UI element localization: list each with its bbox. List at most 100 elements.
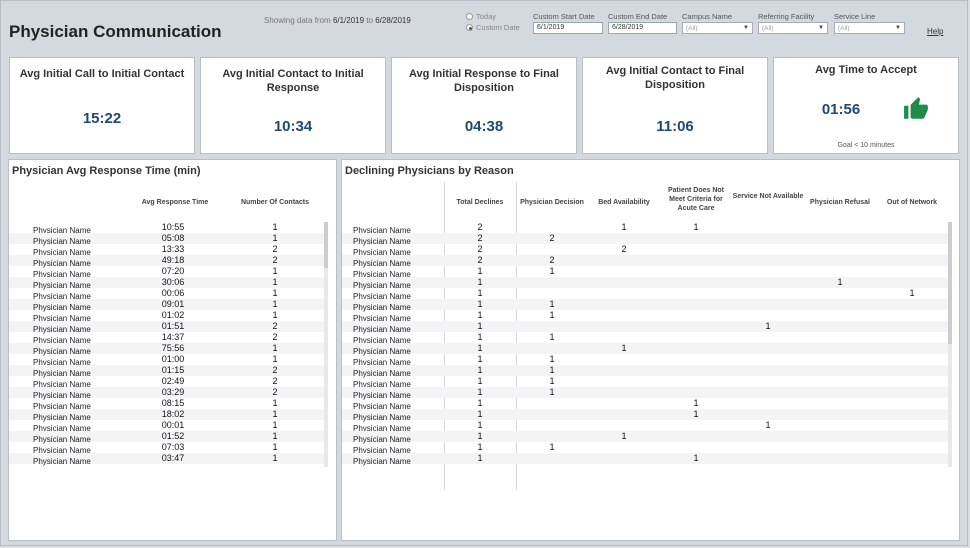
referring-select[interactable]: (All) ▼ (758, 22, 828, 34)
decline-cell: 1 (477, 387, 483, 397)
table-row[interactable]: Physician Name 01:02 1 (9, 310, 326, 323)
response-time-cell: 07:20 (161, 266, 185, 276)
start-date-label: Custom Start Date (533, 12, 595, 21)
response-time-cell: 13:33 (161, 244, 185, 254)
table-row[interactable]: Physician Name 2 2 (342, 244, 950, 257)
radio-custom-date[interactable]: Custom Date (466, 23, 520, 32)
physician-name: Physician Name (353, 424, 411, 433)
start-date-input[interactable]: 6/1/2019 (533, 22, 603, 34)
contacts-cell: 2 (272, 244, 278, 254)
decline-cell: 1 (765, 420, 771, 430)
table-row[interactable]: Physician Name 07:20 1 (9, 266, 326, 279)
response-time-cell: 03:47 (161, 453, 185, 463)
radio-today[interactable]: Today (466, 12, 496, 21)
radio-button-selected[interactable] (466, 24, 473, 31)
physician-name: Physician Name (353, 292, 411, 301)
kpi-value: 01:56 (821, 101, 861, 118)
table-row[interactable]: Physician Name 00:06 1 (9, 288, 326, 301)
physician-name: Physician Name (33, 259, 91, 268)
end-date-input[interactable]: 6/28/2019 (608, 22, 677, 34)
physician-name: Physician Name (33, 358, 91, 367)
table-row[interactable]: Physician Name 08:15 1 (9, 398, 326, 411)
table-row[interactable]: Physician Name 1 1 (342, 343, 950, 356)
table-row[interactable]: Physician Name 14:37 2 (9, 332, 326, 345)
contacts-cell: 1 (272, 453, 278, 463)
decline-cell: 1 (909, 288, 915, 298)
kpi-title: Avg Initial Response to Final Dispositio… (409, 68, 559, 94)
kpi-value: 11:06 (656, 118, 694, 135)
campus-select[interactable]: (All) ▼ (682, 22, 753, 34)
table-row[interactable]: Physician Name 1 1 (342, 431, 950, 444)
table-row[interactable]: Physician Name 1 1 (342, 354, 950, 367)
table-row[interactable]: Physician Name 1 1 (342, 288, 950, 301)
table-row[interactable]: Physician Name 49:18 2 (9, 255, 326, 268)
table-row[interactable]: Physician Name 00:01 1 (9, 420, 326, 433)
scrollbar-thumb[interactable] (324, 222, 328, 268)
table-row[interactable]: Physician Name 01:52 1 (9, 431, 326, 444)
table-row[interactable]: Physician Name 1 1 (342, 442, 950, 455)
decline-cell: 1 (549, 365, 555, 375)
response-time-cell: 75:56 (161, 343, 185, 353)
table-row[interactable]: Physician Name 1 1 (342, 332, 950, 345)
table-row[interactable]: Physician Name 75:56 1 (9, 343, 326, 356)
service-line-select[interactable]: (All) ▼ (834, 22, 905, 34)
scrollbar[interactable] (324, 222, 328, 467)
contacts-cell: 1 (272, 288, 278, 298)
table-row[interactable]: Physician Name 1 1 (342, 365, 950, 378)
table-row[interactable]: Physician Name 1 1 (342, 277, 950, 290)
physician-name: Physician Name (353, 281, 411, 290)
decline-cell: 1 (693, 453, 699, 463)
table-row[interactable]: Physician Name 09:01 1 (9, 299, 326, 312)
table-row[interactable]: Physician Name 01:51 2 (9, 321, 326, 334)
table-row[interactable]: Physician Name 1 1 (342, 387, 950, 400)
table-row[interactable]: Physician Name 2 2 (342, 255, 950, 268)
table-row[interactable]: Physician Name 03:29 2 (9, 387, 326, 400)
table-row[interactable]: Physician Name 1 1 (342, 453, 950, 466)
scrollbar[interactable] (948, 222, 952, 467)
table-row[interactable]: Physician Name 1 1 (342, 398, 950, 411)
table-row[interactable]: Physician Name 1 1 (342, 321, 950, 334)
contacts-cell: 2 (272, 321, 278, 331)
response-time-cell: 07:03 (161, 442, 185, 452)
table-row[interactable]: Physician Name 10:55 1 (9, 222, 326, 235)
column-header: Number Of Contacts (240, 199, 310, 206)
physician-name: Physician Name (353, 248, 411, 257)
table-row[interactable]: Physician Name 2 2 (342, 233, 950, 246)
table-row[interactable]: Physician Name 01:00 1 (9, 354, 326, 367)
table-row[interactable]: Physician Name 18:02 1 (9, 409, 326, 422)
contacts-cell: 1 (272, 266, 278, 276)
physician-name: Physician Name (353, 402, 411, 411)
table-row[interactable]: Physician Name 03:47 1 (9, 453, 326, 466)
column-divider (444, 182, 445, 490)
physician-name: Physician Name (353, 435, 411, 444)
table-row[interactable]: Physician Name 1 1 (342, 299, 950, 312)
physician-name: Physician Name (33, 292, 91, 301)
table-row[interactable]: Physician Name 30:06 1 (9, 277, 326, 290)
table-row[interactable]: Physician Name 1 1 (342, 409, 950, 422)
scrollbar-thumb[interactable] (948, 222, 952, 344)
table-row[interactable]: Physician Name 02:49 2 (9, 376, 326, 389)
decline-cell: 1 (477, 332, 483, 342)
physician-name: Physician Name (353, 259, 411, 268)
kpi-card: Avg Initial Contact to Initial Response … (200, 57, 386, 154)
table-row[interactable]: Physician Name 01:15 2 (9, 365, 326, 378)
radio-button[interactable] (466, 13, 473, 20)
table-row[interactable]: Physician Name 1 1 (342, 266, 950, 279)
table-row[interactable]: Physician Name 13:33 2 (9, 244, 326, 257)
table-row[interactable]: Physician Name 2 1 1 (342, 222, 950, 235)
column-divider (516, 182, 517, 490)
decline-cell: 1 (549, 387, 555, 397)
response-time-cell: 05:08 (161, 233, 185, 243)
physician-name: Physician Name (33, 413, 91, 422)
page-title: Physician Communication (9, 22, 222, 41)
table-row[interactable]: Physician Name 1 1 (342, 310, 950, 323)
physician-name: Physician Name (353, 226, 411, 235)
table-row[interactable]: Physician Name 1 1 (342, 420, 950, 433)
help-link[interactable]: Help (927, 27, 944, 36)
decline-cell: 1 (621, 222, 627, 232)
kpi-value: 15:22 (82, 110, 122, 127)
table-row[interactable]: Physician Name 07:03 1 (9, 442, 326, 455)
table-row[interactable]: Physician Name 1 1 (342, 376, 950, 389)
table-row[interactable]: Physician Name 05:08 1 (9, 233, 326, 246)
